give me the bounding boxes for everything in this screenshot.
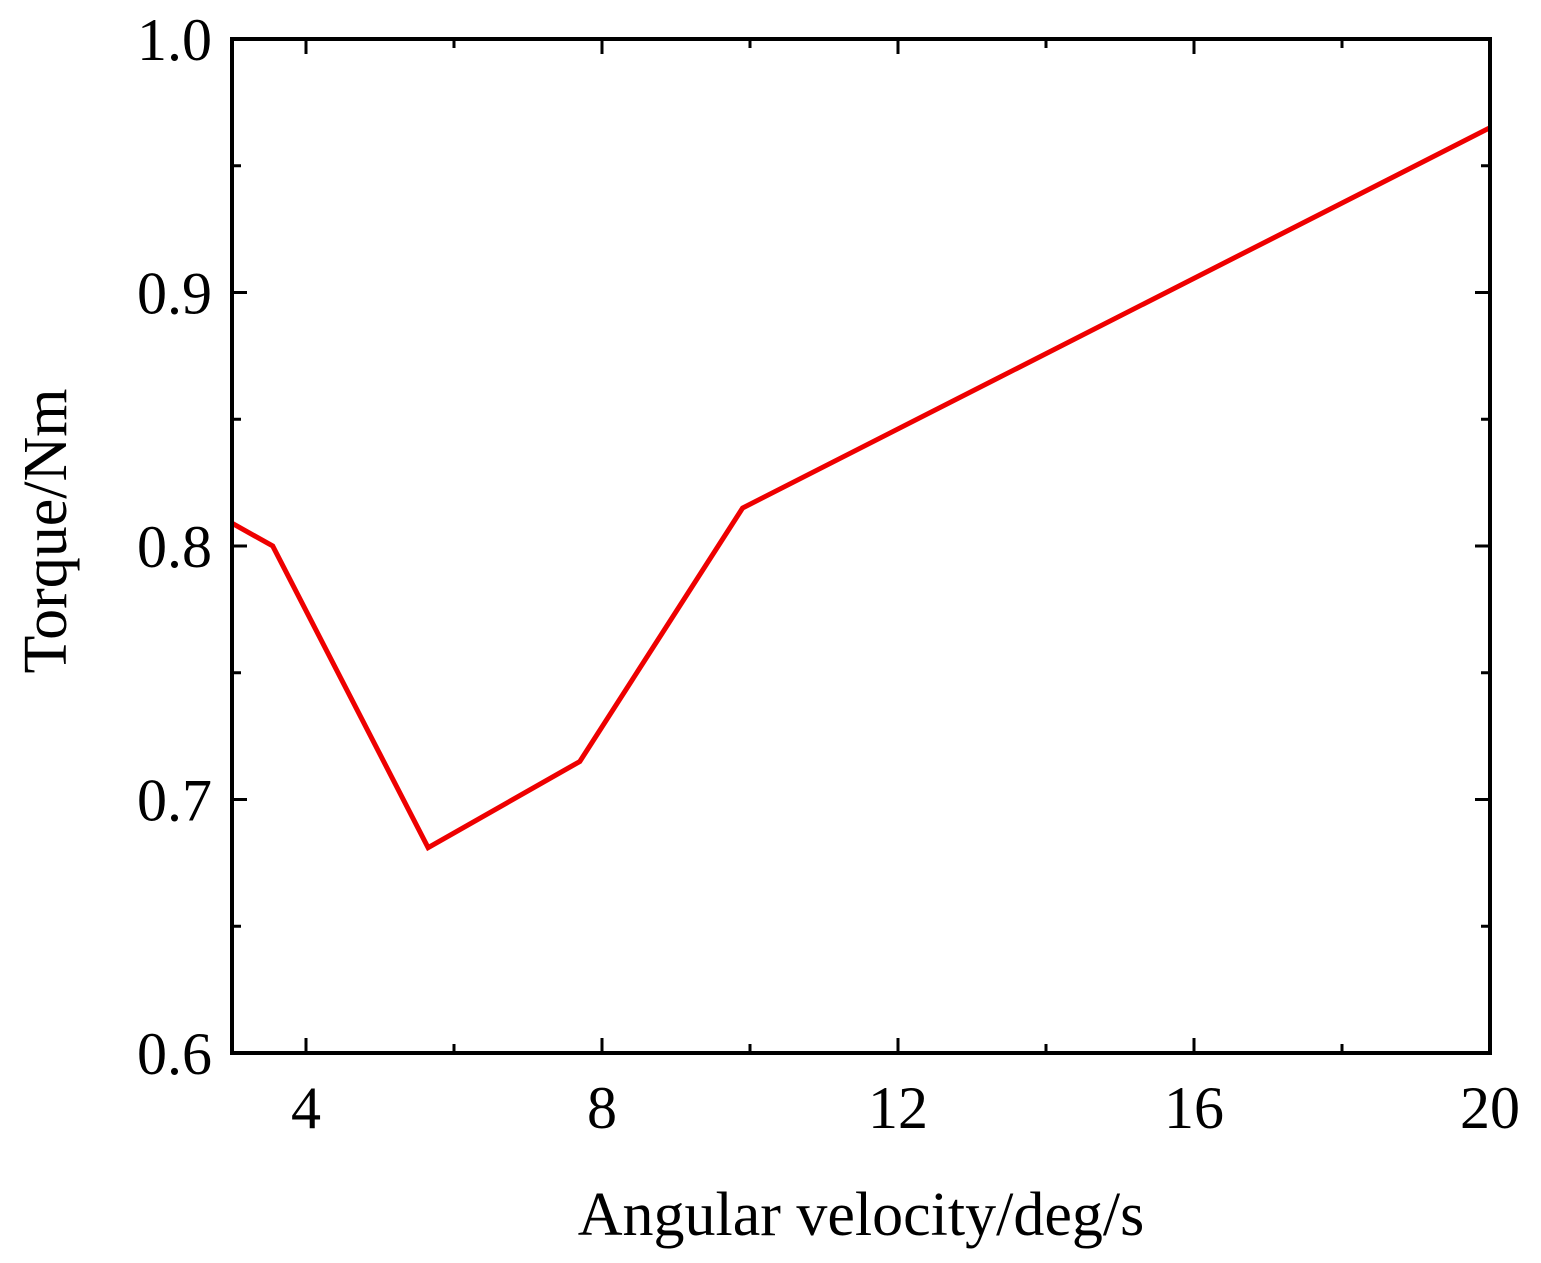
x-tick-label: 4 [291, 1075, 321, 1141]
x-tick-label: 16 [1164, 1075, 1224, 1141]
y-tick-label: 0.6 [137, 1021, 212, 1087]
x-tick-labels: 4 8 12 16 20 [291, 1075, 1520, 1141]
plot-frame [230, 37, 1492, 1055]
x-tick-label: 12 [868, 1075, 928, 1141]
y-tick-labels: 0.6 0.7 0.8 0.9 1.0 [137, 7, 212, 1087]
series-layer [230, 125, 1492, 852]
axis-ticks [232, 37, 1492, 1055]
y-axis-label: Torque/Nm [12, 389, 80, 674]
y-tick-label: 0.9 [137, 261, 212, 327]
x-axis-label: Angular velocity/deg/s [578, 1181, 1144, 1249]
x-tick-label: 20 [1460, 1075, 1520, 1141]
y-tick-label: 0.8 [137, 514, 212, 580]
x-tick-label: 8 [587, 1075, 617, 1141]
y-tick-label: 0.7 [137, 768, 212, 834]
y-tick-label: 1.0 [137, 7, 212, 73]
series-line-1 [230, 125, 1492, 852]
